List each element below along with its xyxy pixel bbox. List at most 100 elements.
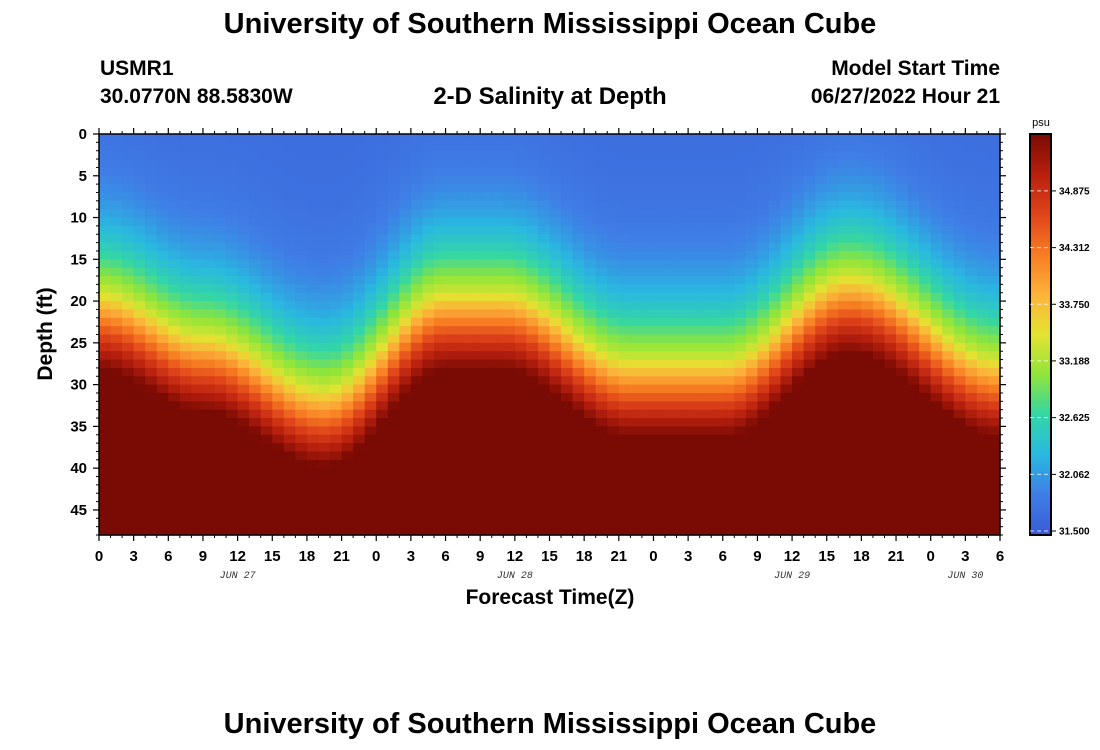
heatmap-cell xyxy=(353,376,366,386)
heatmap-cell xyxy=(630,451,643,461)
heatmap-cell xyxy=(491,225,504,235)
heatmap-cell xyxy=(283,468,296,478)
heatmap-cell xyxy=(919,309,932,319)
heatmap-cell xyxy=(445,292,458,302)
heatmap-cell xyxy=(734,242,747,252)
heatmap-cell xyxy=(468,451,481,461)
heatmap-cell xyxy=(353,501,366,511)
heatmap-cell xyxy=(272,200,285,210)
heatmap-cell xyxy=(260,317,273,327)
heatmap-cell xyxy=(410,418,424,427)
heatmap-cell xyxy=(711,142,724,152)
heatmap-cell xyxy=(399,359,412,369)
heatmap-cell xyxy=(283,192,296,202)
heatmap-cell xyxy=(699,468,712,478)
heatmap-cell xyxy=(468,443,481,453)
heatmap-cell xyxy=(849,518,862,528)
heatmap-cell xyxy=(191,468,204,478)
heatmap-cell xyxy=(122,418,135,427)
heatmap-cell xyxy=(792,459,805,469)
heatmap-cell xyxy=(584,284,597,294)
heatmap-cell xyxy=(514,409,527,419)
heatmap-cell xyxy=(722,309,735,319)
heatmap-cell xyxy=(676,493,689,503)
heatmap-cell xyxy=(872,509,886,519)
heatmap-cell xyxy=(815,217,828,227)
heatmap-cell xyxy=(422,175,435,185)
heatmap-cell xyxy=(595,167,608,177)
heatmap-cell xyxy=(214,401,227,411)
heatmap-cell xyxy=(179,443,193,453)
heatmap-cell xyxy=(341,451,354,461)
heatmap-cell xyxy=(226,150,239,160)
heatmap-cell xyxy=(630,200,643,210)
heatmap-cell xyxy=(780,468,793,478)
heatmap-cell xyxy=(353,342,366,352)
heatmap-cell xyxy=(110,351,123,361)
heatmap-cell xyxy=(572,359,585,369)
heatmap-cell xyxy=(722,359,735,369)
heatmap-cell xyxy=(306,509,320,519)
heatmap-cell xyxy=(965,367,978,377)
heatmap-cell xyxy=(572,326,585,336)
heatmap-cell xyxy=(884,309,897,319)
heatmap-cell xyxy=(272,451,285,461)
heatmap-cell xyxy=(237,292,250,302)
heatmap-cell xyxy=(353,150,366,160)
heatmap-cell xyxy=(330,175,343,185)
heatmap-cell xyxy=(514,301,527,311)
heatmap-cell xyxy=(896,134,909,143)
heatmap-cell xyxy=(803,301,816,311)
heatmap-cell xyxy=(884,134,897,143)
heatmap-cell xyxy=(780,484,793,494)
heatmap-cell xyxy=(168,142,181,152)
heatmap-cell xyxy=(364,234,377,244)
heatmap-cell xyxy=(237,209,250,219)
heatmap-cell xyxy=(884,384,897,394)
heatmap-cell xyxy=(780,292,793,302)
heatmap-cell xyxy=(988,167,1001,177)
heatmap-cell xyxy=(191,401,204,411)
heatmap-cell xyxy=(641,451,655,461)
heatmap-cell xyxy=(537,184,551,194)
axes: 0 3 6 9 12 15 18 21 0 3 6 9 12 15 18 21 0 3 6 9 12 15 18 21 0 3 6J… xyxy=(70,126,1006,582)
heatmap-cell xyxy=(768,359,782,369)
heatmap-cell xyxy=(688,242,701,252)
heatmap-cell xyxy=(988,359,1001,369)
heatmap-cell xyxy=(537,234,551,244)
heatmap-cell xyxy=(896,401,909,411)
heatmap-cell xyxy=(318,225,331,235)
heatmap-cell xyxy=(745,476,759,486)
heatmap-cell xyxy=(491,426,504,436)
heatmap-cell xyxy=(295,150,308,160)
heatmap-cell xyxy=(884,150,897,160)
heatmap-cell xyxy=(942,284,955,294)
heatmap-cell xyxy=(665,342,678,352)
heatmap-cell xyxy=(584,351,597,361)
heatmap-cell xyxy=(711,134,724,143)
heatmap-cell xyxy=(896,284,909,294)
heatmap-cell xyxy=(780,326,793,336)
heatmap-cell xyxy=(514,367,527,377)
heatmap-cell xyxy=(237,426,250,436)
heatmap-cell xyxy=(433,192,447,202)
heatmap-cell xyxy=(745,459,759,469)
heatmap-cell xyxy=(607,259,620,269)
heatmap-cell xyxy=(306,259,320,269)
heatmap-cell xyxy=(988,326,1001,336)
heatmap-cell xyxy=(930,200,943,210)
heatmap-cell xyxy=(745,301,759,311)
heatmap-cell xyxy=(549,459,562,469)
heatmap-cell xyxy=(942,242,955,252)
heatmap-cell xyxy=(226,175,239,185)
heatmap-cell xyxy=(445,301,458,311)
heatmap-cell xyxy=(734,493,747,503)
heatmap-cell xyxy=(641,342,655,352)
heatmap-cell xyxy=(561,184,574,194)
heatmap-cell xyxy=(526,367,539,377)
heatmap-cell xyxy=(318,468,331,478)
heatmap-cell xyxy=(780,418,793,427)
heatmap-cell xyxy=(399,509,412,519)
heatmap-cell xyxy=(283,476,296,486)
heatmap-cell xyxy=(953,493,966,503)
